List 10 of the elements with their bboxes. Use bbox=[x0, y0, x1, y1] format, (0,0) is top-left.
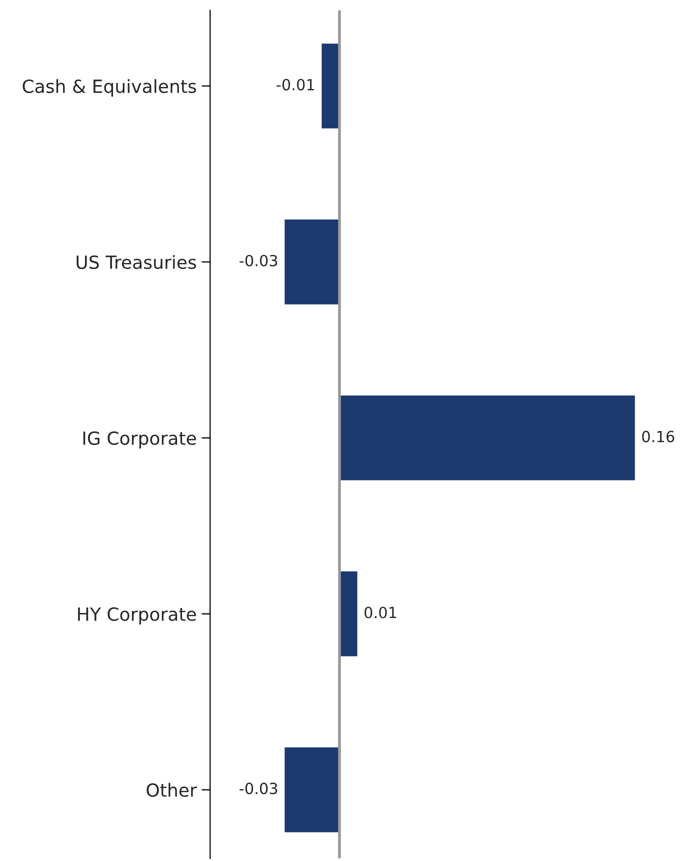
y-tick-label: HY Corporate bbox=[78, 607, 196, 624]
y-tick-label: IG Corporate bbox=[83, 431, 196, 449]
data-label: -0.03 bbox=[240, 782, 278, 794]
y-tick-label: Other bbox=[146, 782, 197, 797]
y-tick-label: US Treasuries bbox=[76, 255, 196, 270]
data-label: -0.03 bbox=[240, 254, 278, 266]
data-label: 0.01 bbox=[364, 606, 396, 618]
y-tick-label: Cash & Equivalents bbox=[22, 79, 196, 97]
data-label: -0.01 bbox=[276, 78, 314, 90]
data-label: 0.16 bbox=[642, 430, 674, 442]
